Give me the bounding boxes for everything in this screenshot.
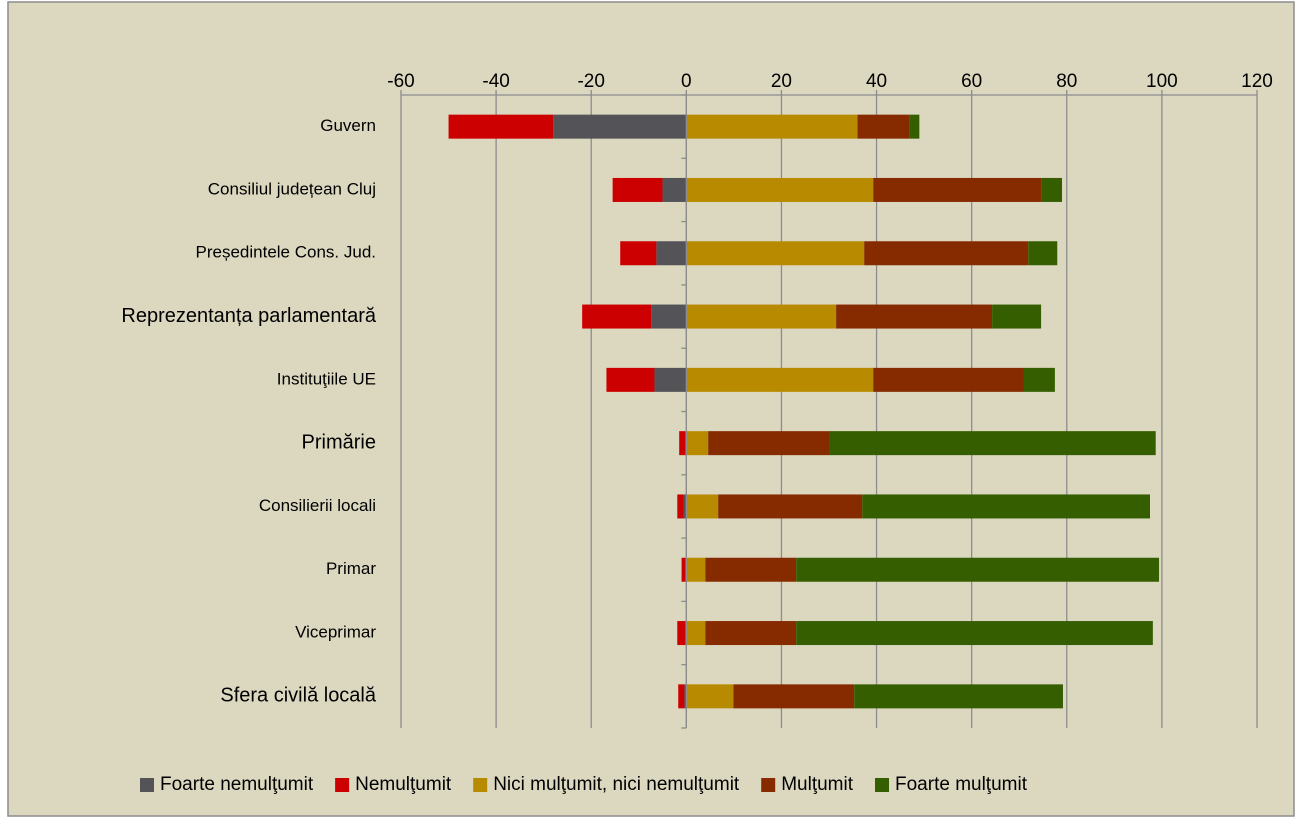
x-tick-label: -40 [482, 71, 509, 92]
legend-swatch [761, 778, 776, 792]
bar-segment [862, 494, 1150, 519]
x-tick-label: -60 [387, 71, 414, 92]
bar-segment [686, 684, 734, 709]
bar-segment [909, 114, 920, 139]
legend-label: Mulţumit [781, 774, 854, 795]
x-tick-label: -20 [577, 71, 604, 92]
bar-segment [654, 367, 687, 392]
legend-swatch [140, 778, 154, 792]
legend-swatch [875, 778, 889, 792]
legend-label: Nemulţumit [355, 774, 452, 795]
bar-segment [677, 494, 684, 519]
x-tick-label: 20 [771, 71, 792, 92]
bar-segment [796, 621, 1153, 646]
bar-segment [992, 304, 1042, 329]
bar-segment [553, 114, 687, 139]
legend-swatch [335, 778, 350, 792]
bar-segment [651, 304, 687, 329]
bar-segment [708, 431, 830, 456]
bar-segment [686, 304, 837, 329]
bar-segment [873, 367, 1024, 392]
bar-segment [684, 684, 687, 709]
x-tick-label: 80 [1056, 71, 1077, 92]
bar-segment [796, 557, 1160, 582]
bar-segment [864, 241, 1029, 266]
category-label: Viceprimar [295, 623, 376, 642]
bar-segment [677, 621, 686, 646]
bar-segment [1028, 241, 1058, 266]
bar-segment [582, 304, 652, 329]
bar-segment [829, 431, 1156, 456]
bar-segment [662, 177, 687, 202]
x-tick-label: 40 [866, 71, 887, 92]
bar-segment [857, 114, 910, 139]
bar-segment [656, 241, 687, 266]
category-label: Reprezentanța parlamentară [121, 305, 376, 327]
x-tick-label: 60 [961, 71, 982, 92]
category-label: Guvern [320, 116, 376, 135]
bar-segment [686, 557, 706, 582]
legend-label: Foarte nemulţumit [160, 774, 314, 795]
bar-segment [620, 241, 657, 266]
bar-segment [606, 367, 655, 392]
bar-segment [836, 304, 993, 329]
bar-segment [679, 431, 686, 456]
bar-segment [686, 114, 858, 139]
category-label: Primărie [302, 431, 376, 453]
bar-segment [705, 621, 797, 646]
bar-segment [448, 114, 554, 139]
bar-segment [733, 684, 855, 709]
bar-segment [1041, 177, 1063, 202]
legend-label: Foarte mulţumit [895, 774, 1028, 795]
bar-segment [683, 494, 687, 519]
category-label: Consilierii locali [259, 496, 376, 515]
category-label: Președintele Cons. Jud. [196, 243, 377, 262]
bar-segment [1023, 367, 1055, 392]
bar-segment [686, 367, 874, 392]
x-tick-label: 0 [681, 71, 692, 92]
category-label: Instituţiile UE [277, 369, 376, 388]
bar-segment [612, 177, 663, 202]
bar-segment [678, 684, 685, 709]
legend-label: Nici mulţumit, nici nemulţumit [493, 774, 740, 795]
category-label: Consiliul județean Cluj [208, 179, 376, 198]
category-label: Sfera civilă locală [220, 685, 377, 707]
bar-segment [681, 557, 686, 582]
bar-segment [686, 494, 719, 519]
bar-segment [686, 241, 865, 266]
bar-segment [873, 177, 1042, 202]
bar-segment [854, 684, 1063, 709]
bar-segment [686, 431, 709, 456]
bar-segment [705, 557, 797, 582]
x-tick-label: 100 [1146, 71, 1178, 92]
category-label: Primar [326, 559, 376, 578]
bar-segment [686, 621, 706, 646]
bar-segment [718, 494, 863, 519]
legend-swatch [473, 778, 488, 792]
x-tick-label: 120 [1241, 71, 1273, 92]
bar-segment [686, 177, 874, 202]
